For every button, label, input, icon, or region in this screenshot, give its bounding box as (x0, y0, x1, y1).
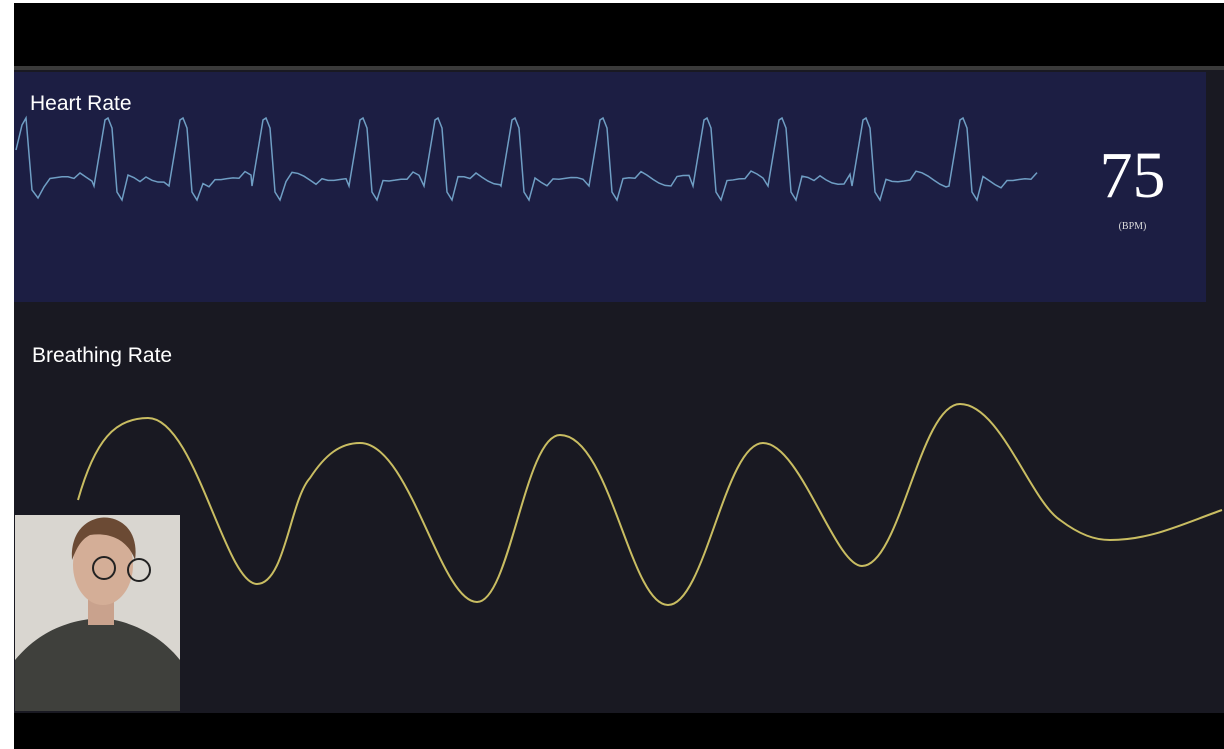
heart-panel (14, 72, 1206, 302)
bottom-band (14, 713, 1224, 749)
heart-rate-label: Heart Rate (30, 92, 132, 115)
top-band (14, 3, 1224, 66)
breathing-trace (77, 402, 1223, 607)
heart-rate-unit: (BPM) (1118, 221, 1147, 232)
separator (14, 66, 1224, 70)
heart-rate-value: 75 (1099, 139, 1166, 212)
webcam-view (15, 515, 180, 711)
breathing-rate-label: Breathing Rate (32, 344, 173, 367)
ecg-trace (15, 115, 1038, 202)
